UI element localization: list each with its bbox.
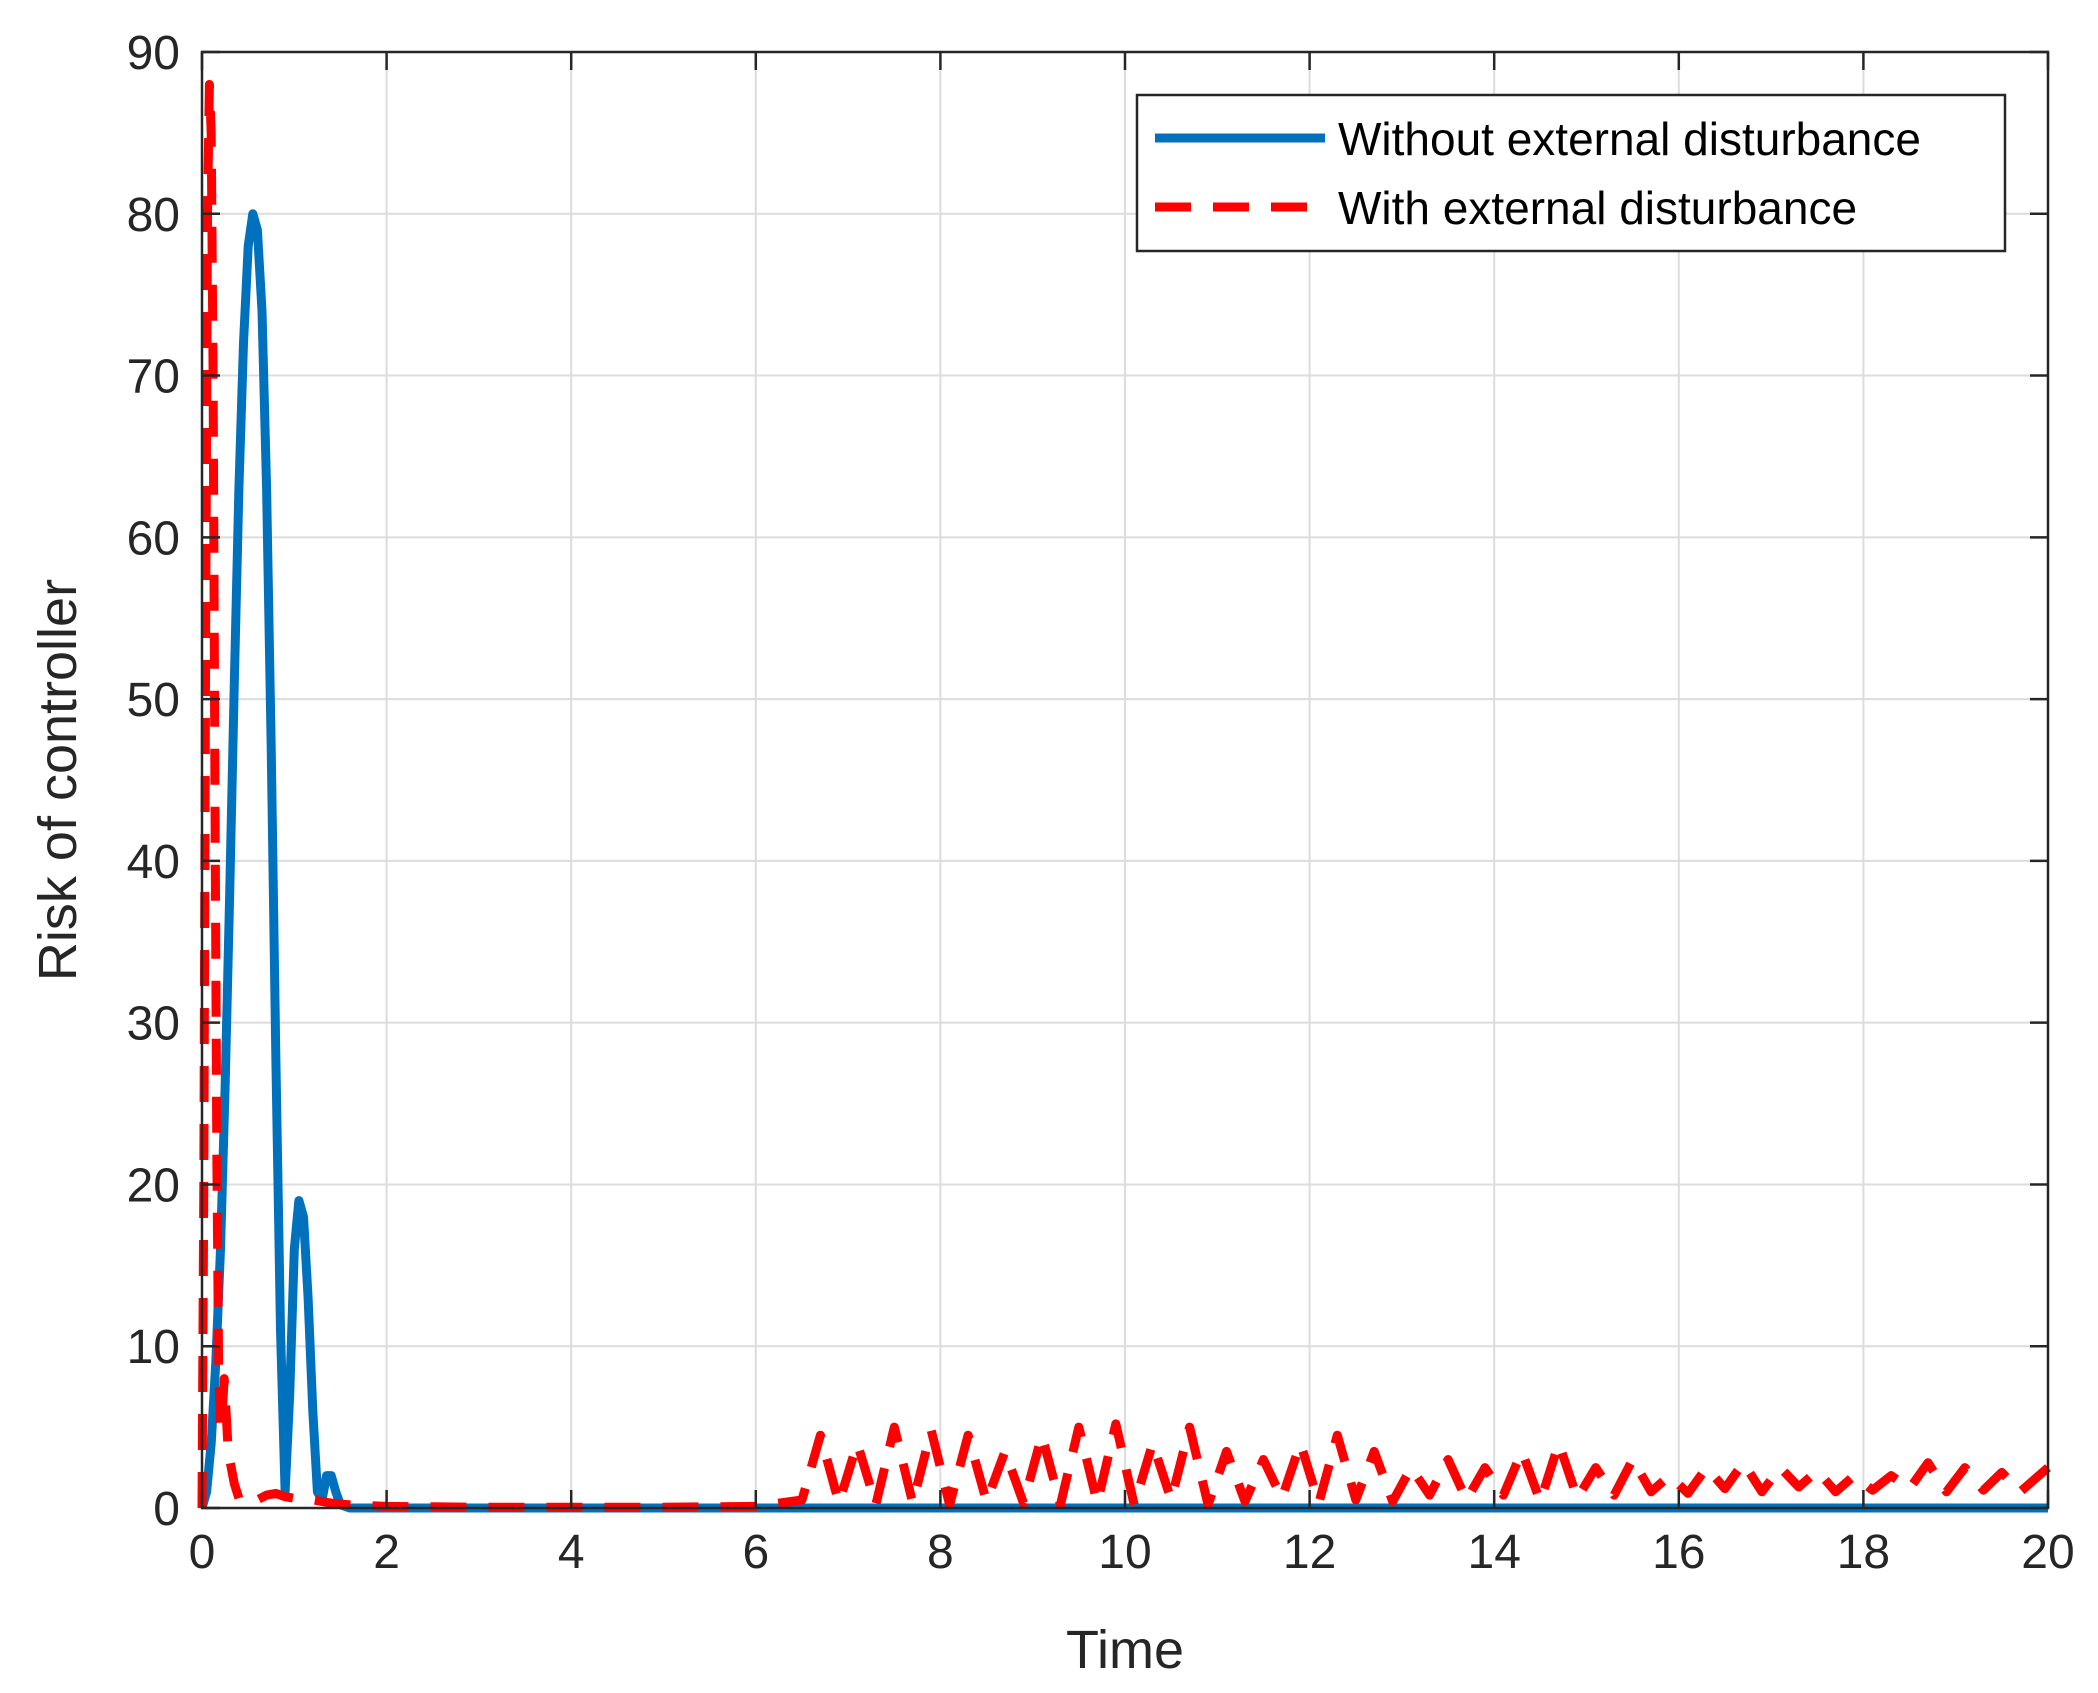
y-axis-title: Risk of controller bbox=[28, 579, 88, 981]
legend: Without external disturbance With extern… bbox=[1135, 93, 2007, 253]
x-tick-label: 2 bbox=[373, 1526, 400, 1579]
y-tick-label: 20 bbox=[127, 1159, 180, 1212]
y-tick-label: 40 bbox=[127, 836, 180, 889]
axis-ticks: 0 2 4 6 8 10 12 14 16 18 20 0 10 20 30 40 50 60 70 80 90 bbox=[127, 27, 2075, 1579]
x-tick-label: 20 bbox=[2021, 1526, 2074, 1579]
y-tick-label: 0 bbox=[153, 1483, 180, 1536]
x-tick-label: 6 bbox=[742, 1526, 769, 1579]
y-tick-label: 50 bbox=[127, 674, 180, 727]
x-tick-label: 14 bbox=[1468, 1526, 1521, 1579]
legend-label-with-disturbance: With external disturbance bbox=[1338, 182, 1857, 234]
y-tick-label: 30 bbox=[127, 998, 180, 1051]
x-axis-title: Time bbox=[1066, 1620, 1184, 1680]
legend-box bbox=[1135, 93, 2007, 253]
legend-label-without-disturbance: Without external disturbance bbox=[1338, 113, 1921, 165]
x-tick-label: 16 bbox=[1652, 1526, 1705, 1579]
x-tick-label: 8 bbox=[927, 1526, 954, 1579]
series-line-with-disturbance bbox=[197, 79, 2051, 1512]
y-tick-label: 60 bbox=[127, 512, 180, 565]
x-tick-label: 4 bbox=[558, 1526, 585, 1579]
y-tick-label: 80 bbox=[127, 189, 180, 242]
x-tick-label: 0 bbox=[189, 1526, 216, 1579]
y-tick-label: 90 bbox=[127, 27, 180, 80]
x-tick-label: 18 bbox=[1837, 1526, 1890, 1579]
y-tick-label: 70 bbox=[127, 351, 180, 404]
x-tick-label: 12 bbox=[1283, 1526, 1336, 1579]
y-tick-label: 10 bbox=[127, 1321, 180, 1374]
x-tick-label: 10 bbox=[1098, 1526, 1151, 1579]
